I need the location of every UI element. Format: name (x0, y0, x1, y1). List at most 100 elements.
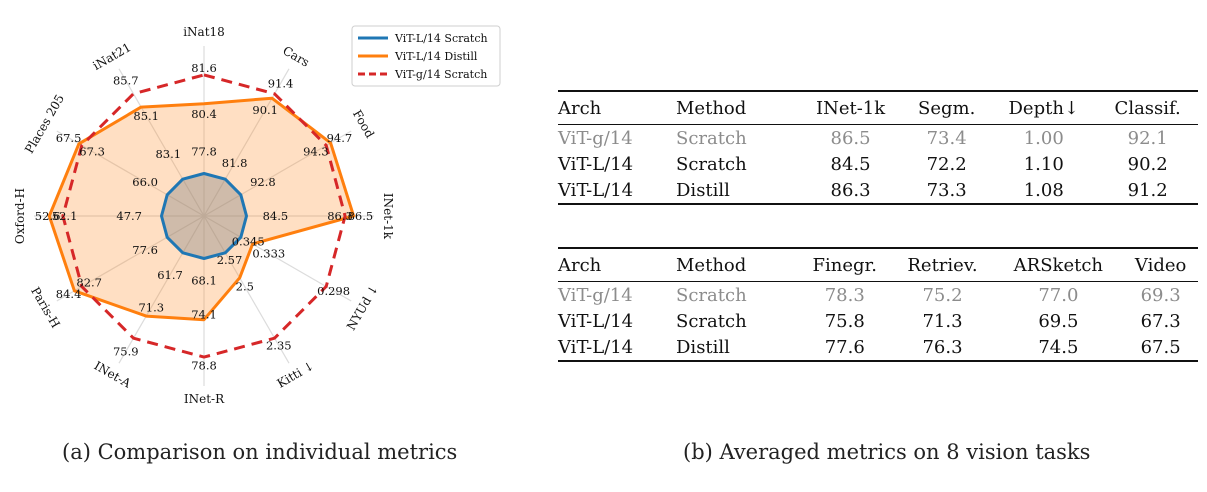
value-label: 52.1 (52, 209, 78, 223)
value-label: 75.9 (113, 344, 139, 358)
value-label: 77.6 (132, 243, 158, 257)
value-label: 77.8 (191, 144, 217, 158)
value-label: 2.57 (217, 253, 243, 267)
value-label: 86.5 (348, 209, 374, 223)
cell-value: 86.5 (830, 127, 871, 149)
value-label: 2.5 (236, 280, 254, 294)
cell-value: 78.3 (824, 284, 865, 306)
value-label: 90.1 (252, 103, 278, 117)
value-label: 61.7 (157, 268, 183, 282)
cell-method: Distill (676, 336, 730, 358)
cell-method: Scratch (676, 153, 747, 175)
cell-value: 69.5 (1038, 310, 1079, 332)
cell-arch: ViT-L/14 (558, 310, 634, 332)
value-label: 85.1 (133, 109, 159, 123)
header-method: Method (676, 97, 747, 119)
value-label: 84.4 (56, 287, 82, 301)
cell-method: Scratch (676, 127, 747, 149)
cell-value: 72.2 (926, 153, 967, 175)
axis-label: Oxford-H (13, 188, 27, 244)
cell-arch: ViT-g/14 (558, 284, 633, 306)
value-label: 68.1 (191, 274, 217, 288)
cell-value: 73.3 (926, 179, 967, 201)
results-table-top: Arch Method INet-1k Segm. Depth↓ Classif… (558, 90, 1198, 205)
legend-box (351, 25, 501, 87)
table-row: ViT-g/14 Scratch 78.3 75.2 77.0 69.3 (558, 282, 1198, 309)
value-label: 74.1 (191, 308, 217, 322)
cell-arch: ViT-L/14 (558, 153, 634, 175)
header-classif: Classif. (1114, 97, 1181, 119)
cell-value: 84.5 (830, 153, 871, 175)
value-label: 0.345 (232, 235, 265, 249)
header-video: Video (1134, 254, 1187, 276)
axis-label: INet-R (184, 392, 225, 406)
table-row: ViT-L/14 Scratch 75.8 71.3 69.5 67.3 (558, 308, 1198, 334)
table-row: ViT-g/14 Scratch 86.5 73.4 1.00 92.1 (558, 125, 1198, 152)
value-label: 80.4 (191, 107, 217, 121)
cell-value: 73.4 (926, 127, 967, 149)
value-label: 81.6 (191, 61, 217, 75)
cell-value: 74.5 (1038, 336, 1079, 358)
cell-method: Distill (676, 179, 730, 201)
header-depth: Depth↓ (1008, 97, 1080, 119)
value-label: 0.333 (252, 246, 285, 260)
cell-method: Scratch (676, 284, 747, 306)
value-label: 83.1 (155, 147, 181, 161)
table-row: ViT-L/14 Distill 77.6 76.3 74.5 67.5 (558, 334, 1198, 361)
value-label: 92.8 (250, 175, 276, 189)
cell-value: 92.1 (1127, 127, 1168, 149)
legend-label: ViT-L/14 Distill (394, 50, 478, 63)
series-scratch_l (160, 172, 248, 260)
axis-label: INet-A (92, 359, 134, 391)
value-label: 91.4 (268, 77, 294, 91)
cell-value: 76.3 (922, 336, 963, 358)
radar-series (47, 73, 356, 359)
header-segm: Segm. (918, 97, 976, 119)
value-label: 67.5 (56, 131, 82, 145)
cell-arch: ViT-L/14 (558, 336, 634, 358)
header-arsketch: ARSketch (1013, 254, 1104, 276)
series-distill_l (47, 96, 356, 322)
axis-label: INet-1k (381, 193, 395, 240)
chart-legend: ViT-L/14 Scratch ViT-L/14 Distill ViT-g/14… (351, 25, 501, 87)
cell-value: 77.0 (1038, 284, 1079, 306)
header-retriev: Retriev. (907, 254, 978, 276)
cell-value: 67.3 (1140, 310, 1181, 332)
legend-label: ViT-g/14 Scratch (394, 68, 487, 81)
cell-value: 86.3 (830, 179, 871, 201)
value-label: 86.3 (327, 209, 353, 223)
value-label: 66.0 (132, 175, 158, 189)
results-table-bottom: Arch Method Finegr. Retriev. ARSketch Vi… (558, 247, 1198, 362)
axis-label: Kitti ↓ (275, 358, 317, 390)
header-arch: Arch (558, 254, 602, 276)
axis-label: Places 205 (22, 92, 67, 156)
value-label: 0.298 (317, 284, 350, 298)
value-label: 94.7 (327, 131, 353, 145)
axis-label: Cars (280, 43, 311, 69)
cell-value: 71.3 (922, 310, 963, 332)
caption-a: (a) Comparison on individual metrics (62, 440, 458, 464)
cell-value: 1.10 (1023, 153, 1064, 175)
table-row: ViT-L/14 Scratch 84.5 72.2 1.10 90.2 (558, 151, 1198, 177)
value-label: 84.5 (263, 209, 289, 223)
table-row: ViT-L/14 Distill 86.3 73.3 1.08 91.2 (558, 177, 1198, 204)
legend-label: ViT-L/14 Scratch (394, 32, 488, 45)
cell-value: 1.00 (1023, 127, 1064, 149)
axis-label: Food (350, 108, 377, 141)
value-label: 94.3 (303, 144, 329, 158)
cell-value: 75.8 (824, 310, 865, 332)
table-header-row: Arch Method Finegr. Retriev. ARSketch Vi… (558, 248, 1198, 282)
value-label: 78.8 (191, 359, 217, 373)
header-inet1k: INet-1k (815, 97, 886, 119)
value-label: 85.7 (113, 74, 139, 88)
value-label: 47.7 (116, 209, 142, 223)
cell-value: 77.6 (824, 336, 865, 358)
cell-arch: ViT-g/14 (558, 127, 633, 149)
value-label: 67.3 (79, 144, 105, 158)
value-label: 71.3 (138, 300, 164, 314)
header-arch: Arch (558, 97, 602, 119)
value-label: 52.6 (35, 209, 61, 223)
value-label: 81.8 (222, 156, 248, 170)
